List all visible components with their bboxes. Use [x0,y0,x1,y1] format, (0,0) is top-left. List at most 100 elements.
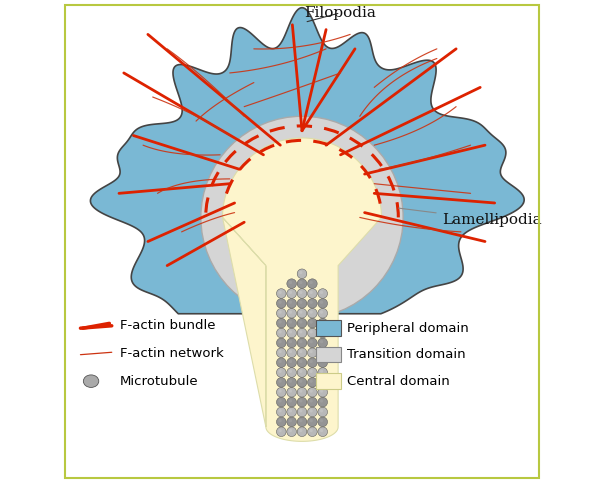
Text: Central domain: Central domain [347,375,450,388]
Circle shape [278,419,282,422]
Circle shape [309,330,313,333]
Circle shape [318,328,327,338]
Circle shape [318,338,327,348]
Circle shape [307,279,317,288]
Circle shape [277,358,286,368]
Circle shape [277,309,286,318]
Circle shape [289,300,292,304]
Circle shape [299,311,303,314]
Circle shape [289,291,292,294]
Circle shape [307,309,317,318]
Circle shape [320,300,323,304]
Circle shape [289,350,292,353]
Text: Microtubule: Microtubule [120,375,199,388]
Circle shape [287,417,297,426]
Circle shape [289,389,292,393]
Polygon shape [91,8,524,314]
Circle shape [320,369,323,373]
Circle shape [309,320,313,324]
Circle shape [299,419,303,422]
Circle shape [309,399,313,403]
Circle shape [287,358,297,368]
Circle shape [299,300,303,304]
Circle shape [299,320,303,324]
Circle shape [318,407,327,417]
Circle shape [289,281,292,284]
Circle shape [289,369,292,373]
Circle shape [278,340,282,343]
FancyBboxPatch shape [316,373,341,389]
Circle shape [318,289,327,298]
Circle shape [307,417,317,426]
Polygon shape [222,138,382,441]
Circle shape [299,330,303,333]
Circle shape [277,407,286,417]
Circle shape [289,380,292,383]
Circle shape [307,398,317,407]
Circle shape [309,300,313,304]
Circle shape [320,389,323,393]
Circle shape [299,399,303,403]
Circle shape [299,350,303,353]
Text: Lamellipodia: Lamellipodia [399,208,541,227]
Circle shape [307,407,317,417]
Circle shape [289,340,292,343]
Circle shape [320,340,323,343]
Circle shape [297,269,307,279]
Circle shape [278,360,282,363]
Circle shape [309,350,313,353]
Circle shape [278,380,282,383]
Circle shape [278,330,282,333]
Text: Transition domain: Transition domain [347,348,466,361]
Circle shape [309,369,313,373]
Circle shape [287,298,297,308]
Circle shape [309,311,313,314]
Circle shape [297,387,307,397]
Circle shape [297,289,307,298]
Circle shape [297,417,307,426]
Circle shape [309,389,313,393]
Circle shape [299,340,303,343]
Circle shape [299,281,303,284]
Circle shape [320,399,323,403]
Circle shape [318,427,327,437]
Circle shape [318,398,327,407]
Circle shape [299,271,303,274]
Circle shape [277,338,286,348]
Circle shape [309,429,313,432]
Circle shape [278,429,282,432]
Circle shape [307,358,317,368]
Circle shape [307,328,317,338]
Circle shape [278,291,282,294]
Circle shape [299,429,303,432]
Circle shape [278,409,282,412]
Text: Filopodia: Filopodia [304,6,376,22]
Circle shape [287,318,297,328]
Circle shape [277,398,286,407]
Circle shape [297,407,307,417]
Circle shape [289,419,292,422]
Circle shape [299,291,303,294]
Circle shape [307,318,317,328]
Circle shape [309,419,313,422]
Circle shape [309,360,313,363]
Circle shape [309,380,313,383]
Circle shape [289,360,292,363]
Circle shape [297,348,307,357]
Circle shape [299,360,303,363]
Circle shape [287,398,297,407]
Circle shape [277,318,286,328]
Circle shape [278,389,282,393]
Circle shape [278,350,282,353]
FancyBboxPatch shape [316,321,341,336]
Circle shape [318,368,327,377]
Circle shape [287,338,297,348]
Circle shape [297,398,307,407]
Circle shape [287,368,297,377]
Circle shape [307,298,317,308]
Circle shape [287,387,297,397]
Circle shape [278,320,282,324]
Circle shape [307,348,317,357]
Circle shape [320,350,323,353]
Circle shape [278,399,282,403]
